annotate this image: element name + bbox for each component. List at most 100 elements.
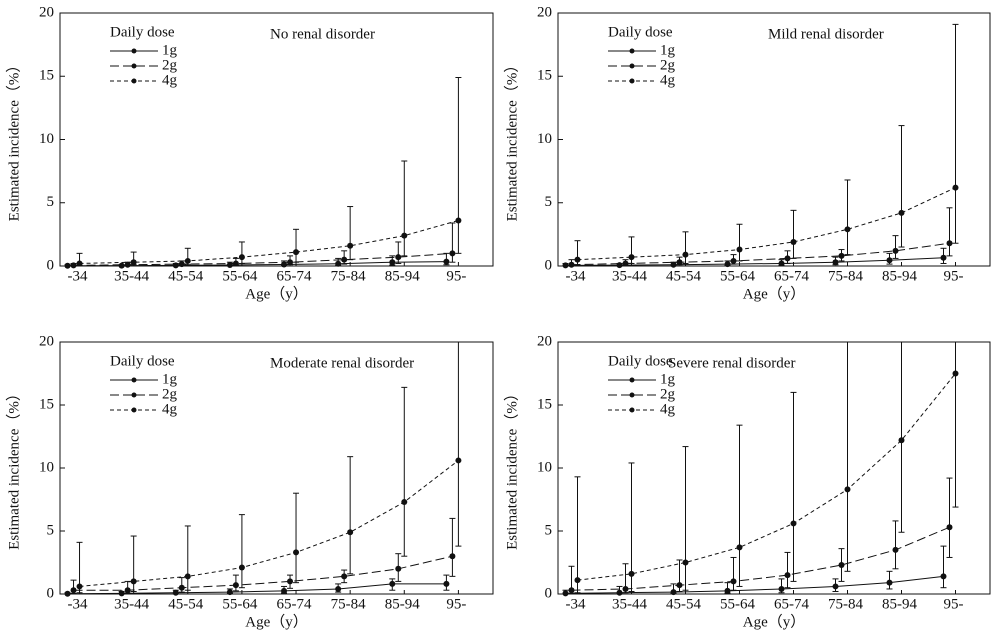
point xyxy=(443,580,450,587)
series-line xyxy=(73,555,453,591)
legend-title: Daily dose xyxy=(110,353,175,369)
legend-marker xyxy=(131,392,137,398)
point xyxy=(124,261,131,268)
point xyxy=(70,262,77,269)
y-tick-label: 15 xyxy=(537,396,552,412)
series-line xyxy=(577,373,956,581)
point xyxy=(892,247,899,254)
y-axis-label: Estimated incidence（%） xyxy=(5,386,22,550)
y-tick-label: 0 xyxy=(545,257,553,273)
point xyxy=(676,259,683,266)
point xyxy=(335,585,342,592)
y-tick-label: 0 xyxy=(47,585,55,601)
point xyxy=(130,259,137,266)
point xyxy=(281,587,288,594)
x-tick-label: 55-64 xyxy=(720,268,755,284)
legend-marker xyxy=(629,48,635,54)
point xyxy=(940,573,947,580)
y-tick-label: 20 xyxy=(39,333,54,349)
legend-marker xyxy=(629,392,635,398)
x-tick-label: 65-74 xyxy=(774,596,809,612)
x-tick-label: 85-94 xyxy=(882,596,917,612)
point xyxy=(341,256,348,263)
point xyxy=(118,262,125,269)
point xyxy=(401,232,408,239)
point xyxy=(562,262,569,269)
point xyxy=(178,261,185,268)
point xyxy=(395,565,402,572)
point xyxy=(281,261,288,268)
point xyxy=(172,589,179,596)
y-tick-label: 0 xyxy=(545,585,553,601)
point xyxy=(76,260,83,267)
x-tick-label: 85-94 xyxy=(385,596,420,612)
point xyxy=(389,259,396,266)
x-tick-label: 95- xyxy=(446,268,466,284)
legend-label: 1g xyxy=(162,371,178,387)
point xyxy=(616,262,623,269)
point xyxy=(898,209,905,216)
point xyxy=(628,254,635,261)
point xyxy=(574,577,581,584)
x-tick-label: 75-84 xyxy=(828,268,863,284)
y-tick-label: 20 xyxy=(39,4,54,20)
point xyxy=(293,249,300,256)
x-tick-label: 55-64 xyxy=(222,268,257,284)
legend-marker xyxy=(629,377,635,383)
x-tick-label: 35-44 xyxy=(612,268,647,284)
y-tick-label: 5 xyxy=(47,522,55,538)
legend-label: 2g xyxy=(660,57,676,73)
point xyxy=(395,254,402,261)
x-tick-label: 35-44 xyxy=(114,268,149,284)
y-tick-label: 5 xyxy=(545,522,553,538)
x-tick-label: 65-74 xyxy=(277,596,312,612)
x-tick-label: 95- xyxy=(944,596,964,612)
y-tick-label: 10 xyxy=(39,459,54,475)
point xyxy=(940,254,947,261)
point xyxy=(293,549,300,556)
point xyxy=(736,544,743,551)
legend-label: 2g xyxy=(162,386,178,402)
legend-title: Daily dose xyxy=(608,24,673,40)
panel-title: Mild renal disorder xyxy=(768,26,884,42)
y-axis-label: Estimated incidence（%） xyxy=(503,386,520,550)
y-tick-label: 0 xyxy=(47,257,55,273)
x-axis-label: Age（y） xyxy=(245,613,308,630)
point xyxy=(64,590,71,597)
x-tick-label: 85-94 xyxy=(882,268,917,284)
point xyxy=(449,250,456,257)
point xyxy=(952,184,959,191)
legend-label: 4g xyxy=(660,72,676,88)
x-tick-label: 45-54 xyxy=(168,268,203,284)
legend-marker xyxy=(131,63,137,69)
point xyxy=(455,217,462,224)
legend-label: 2g xyxy=(162,57,178,73)
panel-title: No renal disorder xyxy=(270,26,375,42)
point xyxy=(287,259,294,266)
x-tick-label: 75-84 xyxy=(828,596,863,612)
series-line xyxy=(571,242,950,266)
y-axis-label: Estimated incidence（%） xyxy=(503,58,520,222)
legend-label: 4g xyxy=(162,401,178,417)
panel: 0 5 10 15 20 -34 35-44 45-54 55-64 65-74 75-84 85-9… xyxy=(503,4,991,302)
x-tick-label: 35-44 xyxy=(612,596,647,612)
legend-title: Daily dose xyxy=(608,353,673,369)
point xyxy=(70,587,77,594)
x-tick-label: 55-64 xyxy=(720,596,755,612)
point xyxy=(724,587,731,594)
point xyxy=(838,252,845,259)
point xyxy=(562,590,569,597)
x-tick-label: 55-64 xyxy=(222,596,257,612)
y-tick-label: 10 xyxy=(537,131,552,147)
series-line xyxy=(73,252,453,266)
point xyxy=(886,257,893,264)
point xyxy=(724,261,731,268)
x-tick-label: 85-94 xyxy=(385,268,420,284)
legend-label: 1g xyxy=(162,42,178,58)
x-axis-label: Age（y） xyxy=(743,613,806,630)
x-tick-label: 95- xyxy=(446,596,466,612)
point xyxy=(449,553,456,560)
point xyxy=(778,585,785,592)
point xyxy=(76,583,83,590)
